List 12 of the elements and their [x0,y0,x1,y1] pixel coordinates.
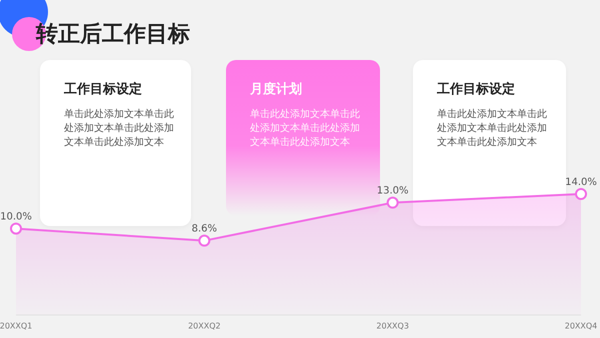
text-card: 工作目标设定 单击此处添加文本单击此处添加文本单击此处添加文本单击此处添加文本 [40,60,191,226]
data-label: 10.0% [0,212,32,223]
x-tick-label: 20XXQ3 [376,322,409,331]
x-tick-label: 20XXQ4 [564,322,598,331]
x-tick-label: 20XXQ2 [188,322,221,331]
point [575,188,587,200]
point [386,196,399,209]
point [198,234,210,247]
x-tick-label: 20XXQ1 [0,322,32,331]
point [10,222,22,235]
data-label: 14.0% [565,177,597,188]
data-label: 8.6% [192,224,218,235]
